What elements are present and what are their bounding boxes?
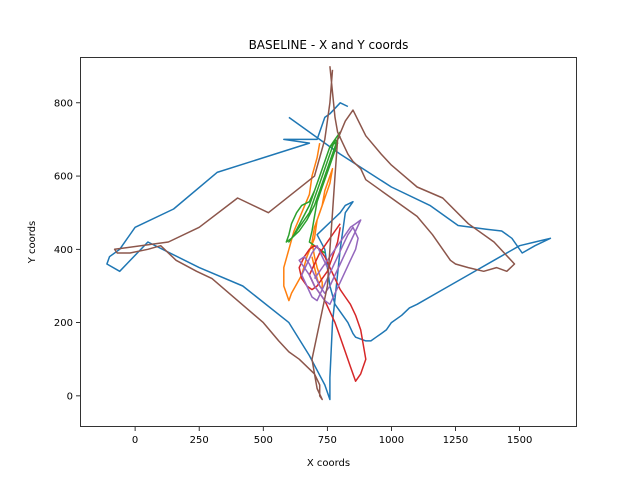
x-tick-label: 1500 (507, 435, 532, 446)
y-tick-label: 600 (54, 172, 73, 183)
series-layer (106, 66, 552, 401)
chart-title: BASELINE - X and Y coords (249, 38, 409, 52)
x-axis-label: X coords (307, 458, 350, 469)
x-tick-label: 0 (132, 435, 138, 446)
series-6-line (113, 66, 516, 401)
y-axis: 0 200 400 600 800 (54, 98, 80, 402)
x-tick-label: 250 (190, 435, 209, 446)
y-axis-label: Y coords (27, 221, 38, 265)
series-1-line (106, 102, 552, 401)
x-tick-label: 1250 (443, 435, 468, 446)
plot-frame (80, 57, 577, 427)
y-tick-label: 200 (54, 318, 73, 329)
x-tick-label: 500 (254, 435, 273, 446)
y-tick-label: 0 (67, 391, 73, 402)
x-axis: 0 250 500 750 1000 1250 1500 (132, 427, 532, 446)
y-tick-label: 800 (54, 98, 73, 109)
series-3-line (285, 131, 341, 254)
y-tick-label: 400 (54, 245, 73, 256)
series-5-line (298, 219, 362, 306)
x-tick-label: 750 (318, 435, 337, 446)
x-tick-label: 1000 (379, 435, 404, 446)
